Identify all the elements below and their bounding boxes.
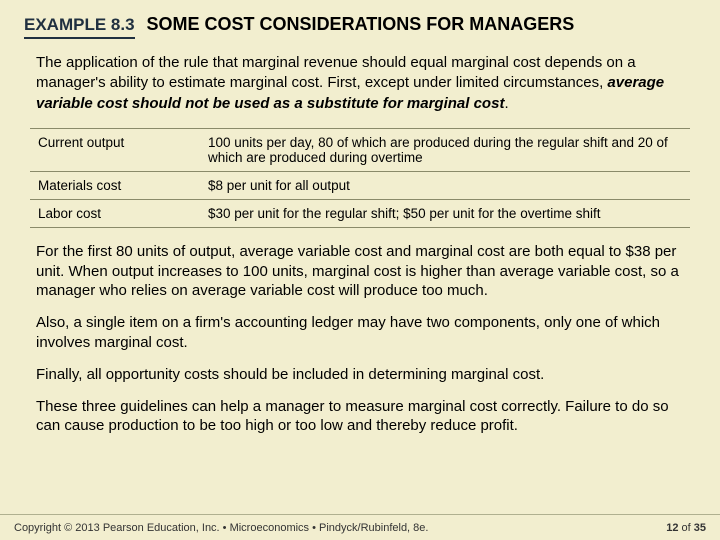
header: EXAMPLE 8.3 SOME COST CONSIDERATIONS FOR… xyxy=(24,14,696,39)
body-paragraph: Also, a single item on a firm's accounti… xyxy=(36,313,686,353)
table-row: Labor cost $30 per unit for the regular … xyxy=(30,199,690,227)
copyright-text: Copyright © 2013 Pearson Education, Inc.… xyxy=(14,522,428,534)
cell-label: Current output xyxy=(30,128,200,171)
cell-value: 100 units per day, 80 of which are produ… xyxy=(200,128,690,171)
slide: EXAMPLE 8.3 SOME COST CONSIDERATIONS FOR… xyxy=(0,0,720,540)
cell-value: $8 per unit for all output xyxy=(200,171,690,199)
cell-label: Labor cost xyxy=(30,199,200,227)
footer: Copyright © 2013 Pearson Education, Inc.… xyxy=(0,514,720,540)
slide-title: SOME COST CONSIDERATIONS FOR MANAGERS xyxy=(147,14,575,35)
intro-text-before: The application of the rule that margina… xyxy=(36,54,636,91)
body-paragraph: These three guidelines can help a manage… xyxy=(36,397,686,437)
table-row: Current output 100 units per day, 80 of … xyxy=(30,128,690,171)
body-paragraph: For the first 80 units of output, averag… xyxy=(36,242,686,301)
page-sep: of xyxy=(678,522,693,534)
body-paragraph: Finally, all opportunity costs should be… xyxy=(36,365,686,385)
example-label: EXAMPLE 8.3 xyxy=(24,15,135,39)
page-indicator: 12 of 35 xyxy=(666,522,706,534)
page-total: 35 xyxy=(694,522,706,534)
intro-text-after: . xyxy=(504,95,508,112)
intro-paragraph: The application of the rule that margina… xyxy=(36,53,686,114)
table-row: Materials cost $8 per unit for all outpu… xyxy=(30,171,690,199)
cell-value: $30 per unit for the regular shift; $50 … xyxy=(200,199,690,227)
cell-label: Materials cost xyxy=(30,171,200,199)
cost-table: Current output 100 units per day, 80 of … xyxy=(30,128,690,228)
page-current: 12 xyxy=(666,522,678,534)
